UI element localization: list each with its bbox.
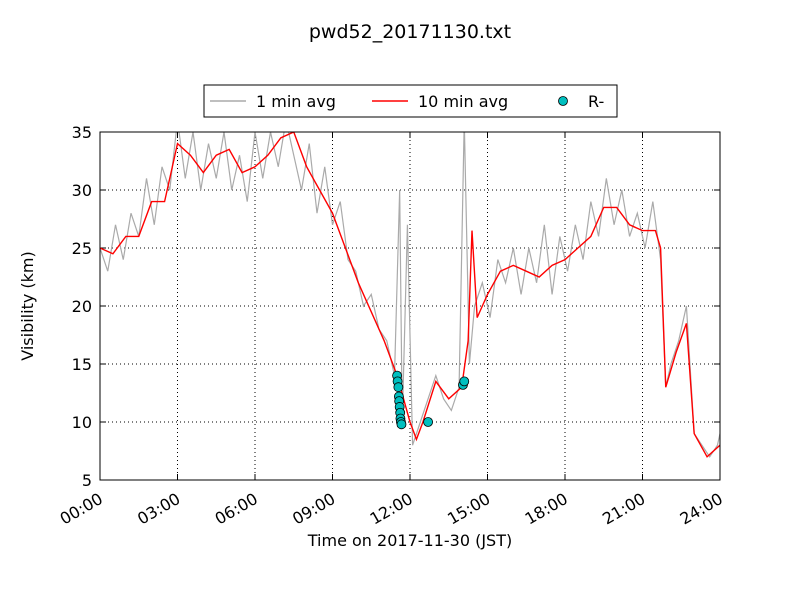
legend-label: 10 min avg: [418, 92, 508, 111]
plot-area: [100, 132, 720, 458]
y-tick-label: 25: [72, 239, 92, 258]
marker: [459, 376, 470, 387]
x-axis-label: Time on 2017-11-30 (JST): [307, 531, 512, 550]
legend-label: 1 min avg: [256, 92, 336, 111]
y-tick-label: 30: [72, 181, 92, 200]
y-tick-label: 10: [72, 413, 92, 432]
plot-frame: [99, 131, 721, 481]
y-axis-label: Visibility (km): [18, 251, 37, 360]
series-line: [100, 132, 720, 458]
y-tick-label: 20: [72, 297, 92, 316]
legend-marker: [558, 96, 568, 106]
marker: [396, 419, 407, 430]
series-line: [100, 132, 720, 458]
y-tick-label: 35: [72, 123, 92, 142]
chart-title: pwd52_20171130.txt: [309, 21, 511, 43]
legend-label: R-: [588, 92, 604, 111]
y-tick-label: 15: [72, 355, 92, 374]
marker: [393, 382, 404, 393]
legend-box: [203, 84, 618, 118]
marker: [423, 417, 433, 427]
y-tick-label: 5: [82, 471, 92, 490]
